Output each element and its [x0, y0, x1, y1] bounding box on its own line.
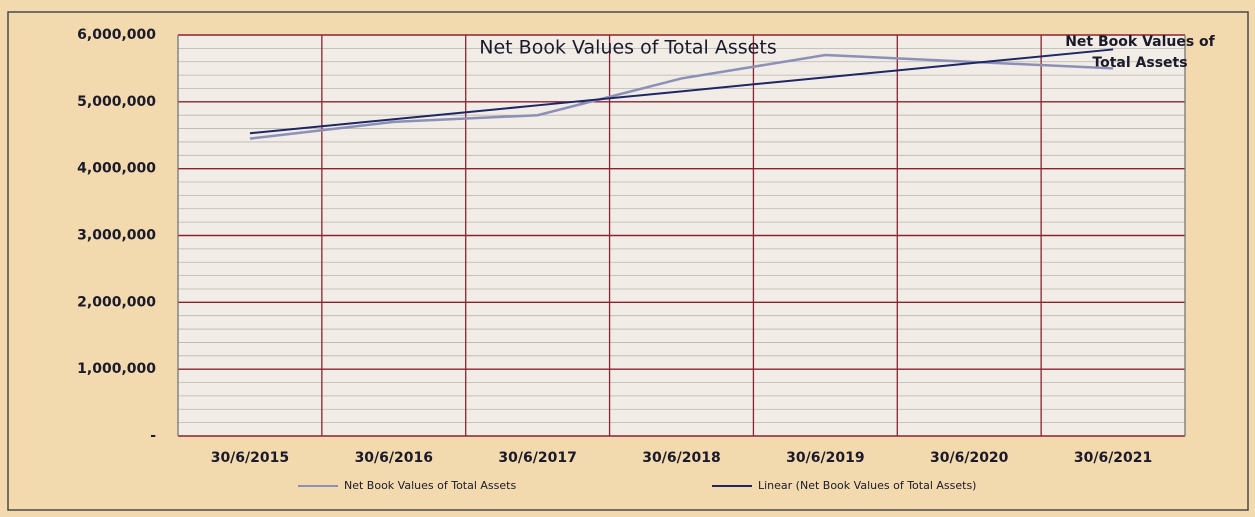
x-tick-label: 30/6/2018 [642, 450, 720, 466]
annotation: Net Book Values of Total Assets [1065, 34, 1215, 71]
series-line [249, 53, 1114, 140]
x-tick-label: 30/6/2016 [355, 450, 433, 466]
chart-border [7, 11, 1249, 511]
y-tick-label: 5,000,000 [77, 94, 156, 110]
x-tick-label: 30/6/2019 [786, 450, 864, 466]
legend-label: Net Book Values of Total Assets [344, 479, 516, 492]
series-line [249, 48, 1114, 135]
y-tick-label: 4,000,000 [77, 161, 156, 177]
y-tick-label: 2,000,000 [77, 294, 156, 310]
x-tick-label: 30/6/2021 [1074, 450, 1152, 466]
chart-title: Net Book Values of Total Assets [479, 37, 776, 59]
x-tick-label: 30/6/2015 [211, 450, 289, 466]
legend-label: Linear (Net Book Values of Total Assets) [758, 479, 976, 492]
y-tick-label: 1,000,000 [77, 361, 156, 377]
y-tick-label: 3,000,000 [77, 228, 156, 244]
x-tick-label: 30/6/2017 [498, 450, 576, 466]
y-tick-label: - [150, 428, 156, 444]
x-tick-label: 30/6/2020 [930, 450, 1009, 466]
y-tick-label: 6,000,000 [77, 27, 156, 43]
